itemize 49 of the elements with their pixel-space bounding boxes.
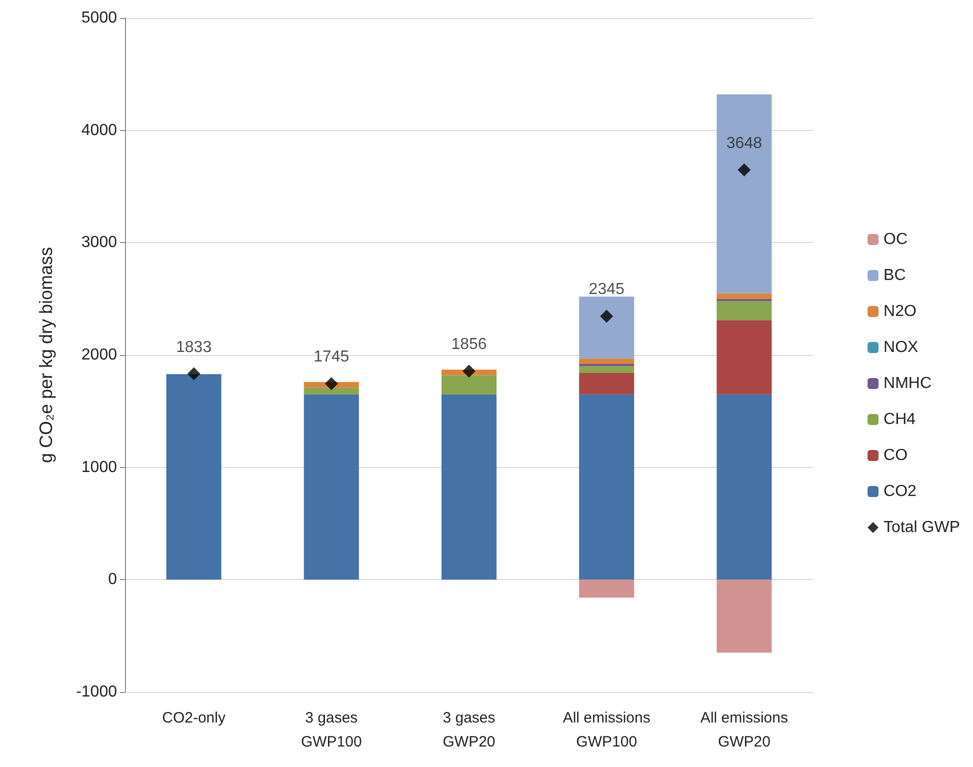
bar: [579, 366, 634, 373]
y-axis-title: g CO₂e per kg dry biomass: [36, 246, 56, 464]
legend-label: NOX: [884, 339, 919, 356]
x-tick-label: 3 gases GWP100: [300, 710, 362, 750]
point: [600, 310, 614, 323]
bar: [166, 374, 222, 580]
x-tick-label: All emissions GWP100: [562, 710, 650, 750]
y-tick-label: 5000: [81, 10, 118, 26]
x-tick-label: 3 gases GWP20: [442, 710, 496, 750]
bar: [579, 296, 634, 358]
bar: [716, 580, 772, 653]
bar: [304, 394, 359, 580]
bar: [716, 301, 772, 320]
bar: [579, 394, 634, 580]
legend-label: OC: [884, 231, 908, 248]
y-tick-label: 0: [108, 571, 118, 588]
bar: [579, 372, 634, 394]
legend-label: NMHC: [884, 375, 932, 392]
bar: [716, 293, 772, 299]
y-tick-label: 2000: [81, 346, 118, 364]
legend-label: CO2: [884, 483, 917, 500]
point: [462, 364, 476, 378]
bar: [579, 358, 634, 364]
legend-label: CO: [884, 447, 908, 464]
y-tick-label: -1000: [76, 684, 118, 700]
bar: [441, 394, 497, 580]
legend-label: CH4: [884, 411, 916, 428]
y-tick-label: 1000: [81, 458, 118, 476]
legend-label: Total GWP: [884, 519, 960, 536]
x-tick-label: CO2-only: [162, 710, 226, 726]
x-tick-label: All emissions GWP20: [700, 710, 788, 750]
bar: [716, 320, 772, 394]
data-label: 1745: [314, 348, 350, 366]
data-label: 3648: [726, 134, 762, 152]
data-label: 1833: [176, 338, 212, 356]
bar: [304, 388, 359, 394]
legend-label: BC: [884, 267, 906, 284]
bar: [579, 580, 634, 598]
data-label: 2345: [588, 281, 624, 298]
point: [324, 377, 338, 390]
y-tick-label: 3000: [81, 234, 118, 252]
point: [738, 163, 751, 176]
legend-label: N2O: [884, 303, 916, 320]
bar: [441, 375, 497, 394]
bar: [716, 94, 772, 294]
bar: [716, 394, 772, 580]
data-label: 1856: [451, 336, 487, 354]
y-tick-label: 4000: [81, 122, 118, 139]
point: [187, 367, 200, 380]
